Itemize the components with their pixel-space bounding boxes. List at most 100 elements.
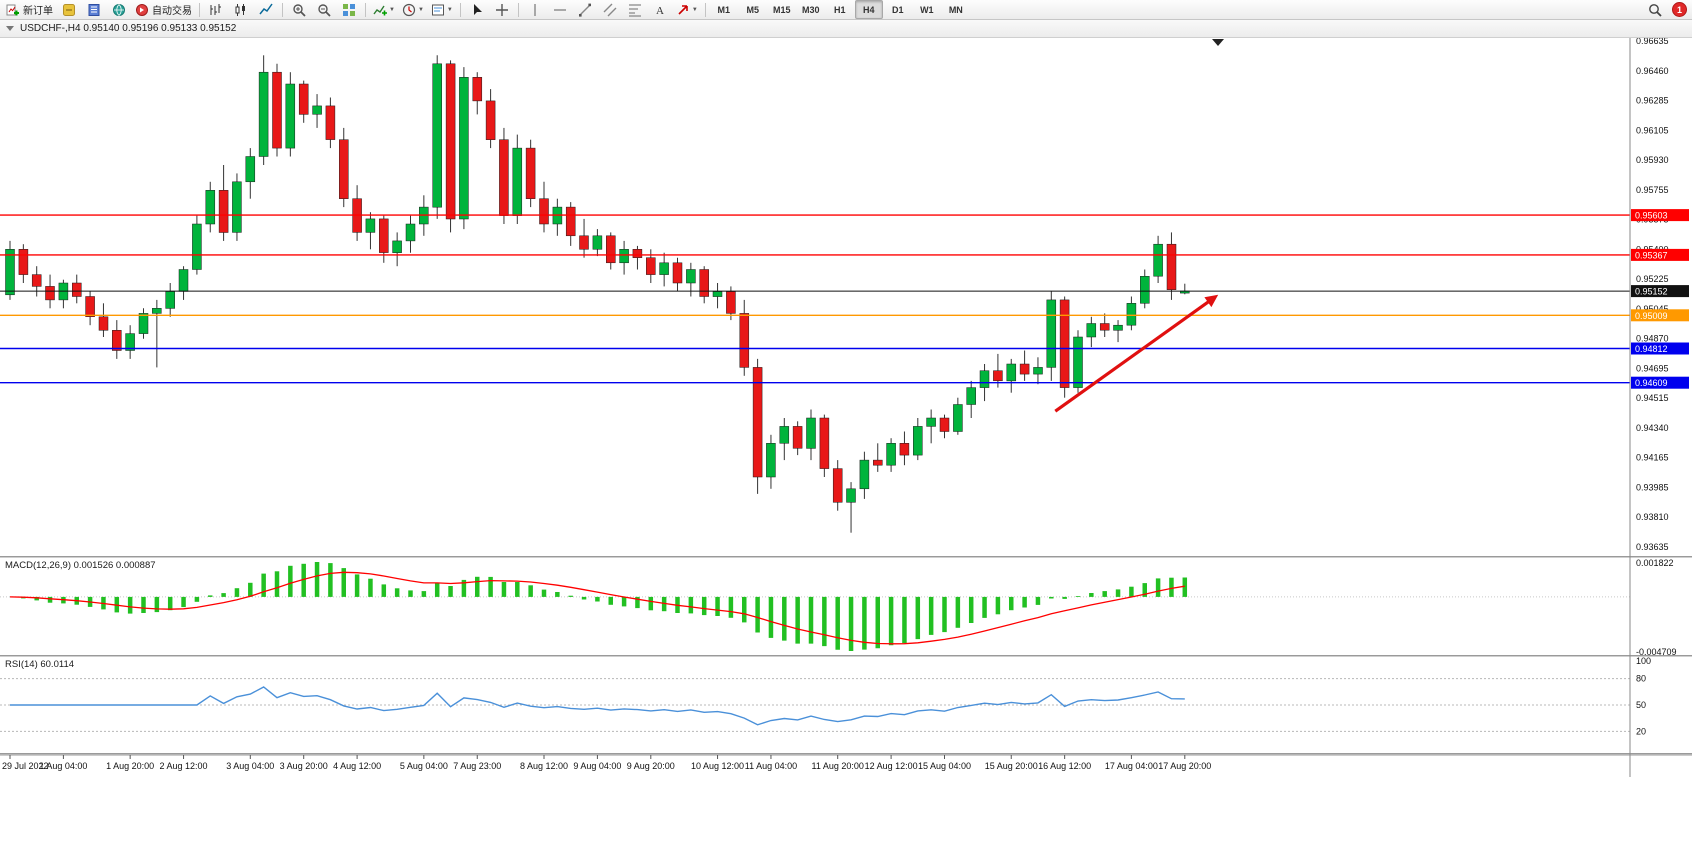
text-label-button[interactable]: A <box>648 0 672 19</box>
candle-body <box>712 291 723 297</box>
candle-body <box>512 147 523 216</box>
candle-body <box>859 459 870 490</box>
candle-body <box>926 417 936 427</box>
line-chart-button[interactable] <box>254 0 278 19</box>
search-button[interactable] <box>1643 0 1667 19</box>
cursor-button[interactable] <box>465 0 489 19</box>
indicators-button[interactable]: ▼ <box>370 0 398 19</box>
timeframe-m30-label: M30 <box>802 4 820 15</box>
timeframe-h1-button[interactable]: H1 <box>826 0 854 19</box>
bars-icon <box>210 3 221 15</box>
metaeditor-button[interactable] <box>57 0 81 19</box>
data-window-button[interactable] <box>107 0 131 19</box>
candle-body <box>339 139 349 199</box>
one-click-trading-icon[interactable] <box>6 25 14 31</box>
dropdown-arrow-icon: ▼ <box>417 6 424 13</box>
toolbar-right-group: 1 <box>1643 0 1687 19</box>
bar-chart-button[interactable] <box>204 0 228 19</box>
new-order-button[interactable]: 新订单 <box>3 0 56 19</box>
templates-button[interactable]: ▼ <box>428 0 456 19</box>
price-badge-0.94812: 0.94812 <box>1631 342 1689 355</box>
timeframe-h4-button[interactable]: H4 <box>854 0 883 19</box>
time-axis-label: 3 Aug 20:00 <box>280 761 328 771</box>
candle-body <box>752 367 763 478</box>
price-axis-label: 0.94165 <box>1636 453 1669 463</box>
chart-shift-marker[interactable] <box>1212 39 1224 46</box>
candle-body <box>525 147 536 199</box>
candle-body <box>1099 323 1110 331</box>
timeframe-m30-button[interactable]: M30 <box>797 0 825 19</box>
candle-body <box>152 308 162 314</box>
zoom-out-icon <box>318 3 331 17</box>
candle-body <box>1059 299 1070 388</box>
toolbar-separator <box>282 2 283 17</box>
timeframe-m5-button[interactable]: M5 <box>739 0 767 19</box>
price-badge-0.95367: 0.95367 <box>1631 248 1689 261</box>
candle-body <box>899 443 910 456</box>
price-axis-label: 0.94695 <box>1636 363 1669 373</box>
candle-body <box>873 459 883 466</box>
arrow-mark-icon <box>678 4 688 15</box>
time-axis-label: 12 Aug 12:00 <box>865 761 918 771</box>
candle-body <box>218 190 229 233</box>
autotrading-button[interactable]: 自动交易 <box>132 0 195 19</box>
candle-body <box>1140 276 1150 304</box>
candle-body <box>205 190 216 225</box>
candle-body <box>472 77 483 102</box>
chart-symbol-strip: USDCHF-,H4 0.95140 0.95196 0.95133 0.951… <box>0 19 1692 38</box>
price-axis-label: 0.96460 <box>1636 66 1669 76</box>
candlestick-chart-button[interactable] <box>229 0 253 19</box>
timeframe-h1-label: H1 <box>834 4 846 15</box>
vertical-line-button[interactable] <box>523 0 547 19</box>
trend-arrow-line[interactable] <box>1054 296 1215 413</box>
zoom-in-button[interactable] <box>287 0 311 19</box>
timeframe-m15-label: M15 <box>773 4 791 15</box>
equidistant-channel-button[interactable] <box>598 0 622 19</box>
candle-body <box>5 249 15 296</box>
candle-body <box>1126 303 1137 326</box>
candle-body <box>85 296 95 317</box>
timeframe-m15-button[interactable]: M15 <box>768 0 796 19</box>
candle-body <box>846 488 856 503</box>
price-axis-label: 0.94340 <box>1636 423 1669 433</box>
time-axis-label: 10 Aug 12:00 <box>691 761 744 771</box>
tile-windows-button[interactable] <box>337 0 361 19</box>
candle-body <box>1006 363 1017 382</box>
toolbar-separator <box>704 2 706 17</box>
candle-body <box>886 443 896 466</box>
time-axis-label: 9 Aug 20:00 <box>627 761 675 771</box>
candle-body <box>913 426 923 456</box>
timeframe-d1-button[interactable]: D1 <box>884 0 912 19</box>
periods-button[interactable]: ▼ <box>399 0 427 19</box>
candle-body <box>485 100 496 140</box>
rsi-indicator-label: RSI(14) 60.0114 <box>5 659 75 670</box>
template-icon <box>431 4 444 15</box>
notification-badge[interactable]: 1 <box>1672 2 1687 17</box>
candle-body <box>939 417 950 432</box>
price-badge-0.95009: 0.95009 <box>1631 309 1689 322</box>
timeframe-m1-button[interactable]: M1 <box>710 0 738 19</box>
price-axis-label: 0.94870 <box>1636 334 1669 344</box>
candle-body <box>1019 363 1030 375</box>
search-icon <box>1649 3 1662 17</box>
channel-icon <box>603 3 617 16</box>
candle-body <box>192 223 202 270</box>
arrow-objects-button[interactable]: ▼ <box>673 0 701 19</box>
chart-canvas[interactable]: 0.96635 0.96460 0.96285 0.96105 0.95930 0.957… <box>0 37 1692 777</box>
candle-body <box>539 198 549 225</box>
horizontal-line-button[interactable] <box>548 0 572 19</box>
candle-body <box>779 426 790 444</box>
crosshair-button[interactable] <box>490 0 514 19</box>
zoom-out-button[interactable] <box>312 0 336 19</box>
candle-body <box>165 291 175 309</box>
price-badge-0.95603: 0.95603 <box>1631 209 1689 222</box>
timeframe-mn-button[interactable]: MN <box>942 0 970 19</box>
time-axis[interactable] <box>0 755 1692 777</box>
market-depth-button[interactable] <box>82 0 106 19</box>
candle-body <box>285 83 296 149</box>
timeframe-w1-button[interactable]: W1 <box>913 0 941 19</box>
timeframe-d1-label: D1 <box>892 4 904 15</box>
trendline-button[interactable] <box>573 0 597 19</box>
fibonacci-retracement-button[interactable] <box>623 0 647 19</box>
candle-body <box>726 291 736 314</box>
